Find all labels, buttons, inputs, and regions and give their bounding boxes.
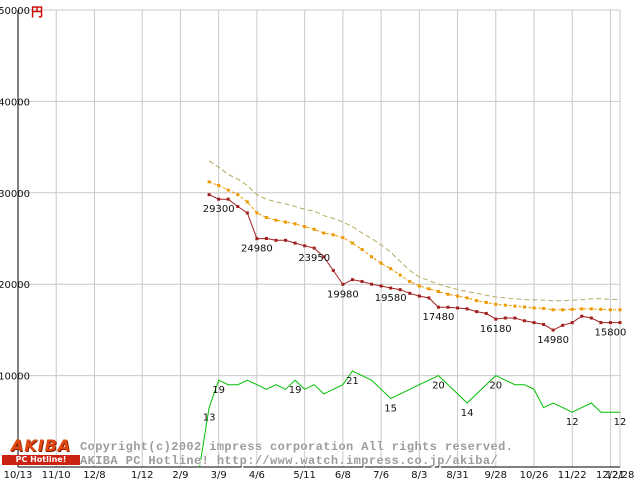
akiba-logo-title: AKIBA: [10, 436, 72, 455]
svg-text:19: 19: [289, 385, 302, 396]
svg-text:24980: 24980: [241, 244, 273, 255]
svg-text:20: 20: [489, 381, 502, 392]
akiba-logo-subtitle: PC Hotline!: [2, 455, 80, 465]
svg-text:14: 14: [461, 408, 474, 419]
svg-text:19580: 19580: [375, 293, 407, 304]
svg-text:10/26: 10/26: [520, 470, 549, 480]
svg-text:15: 15: [384, 403, 397, 414]
svg-text:17480: 17480: [423, 312, 455, 323]
svg-text:10/13: 10/13: [4, 470, 33, 480]
svg-text:20: 20: [432, 381, 445, 392]
svg-text:12/28: 12/28: [606, 470, 635, 480]
copyright-line-1: Copyright(c)2002 impress corporation All…: [80, 440, 514, 454]
svg-text:1/12: 1/12: [131, 470, 153, 480]
svg-text:7/6: 7/6: [373, 470, 389, 480]
svg-text:12/8: 12/8: [83, 470, 105, 480]
y-axis-unit-label: 円: [31, 5, 44, 19]
svg-text:11/22: 11/22: [558, 470, 587, 480]
svg-text:15800: 15800: [595, 328, 627, 339]
akiba-logo: AKIBA PC Hotline!: [2, 438, 80, 465]
svg-text:10000: 10000: [0, 372, 30, 383]
svg-text:50000: 50000: [0, 6, 30, 17]
svg-text:8/3: 8/3: [411, 470, 427, 480]
svg-text:21: 21: [346, 376, 359, 387]
svg-text:5/11: 5/11: [293, 470, 315, 480]
svg-text:9/28: 9/28: [485, 470, 507, 480]
svg-text:11/10: 11/10: [42, 470, 71, 480]
svg-text:40000: 40000: [0, 97, 30, 108]
svg-text:2/9: 2/9: [172, 470, 188, 480]
svg-text:29300: 29300: [203, 204, 235, 215]
svg-text:14980: 14980: [537, 335, 569, 346]
svg-text:3/9: 3/9: [211, 470, 227, 480]
svg-text:6/8: 6/8: [335, 470, 351, 480]
svg-text:30000: 30000: [0, 189, 30, 200]
svg-text:20000: 20000: [0, 280, 30, 291]
svg-text:12: 12: [566, 417, 579, 428]
svg-text:12: 12: [614, 417, 627, 428]
svg-text:8/31: 8/31: [446, 470, 468, 480]
svg-text:12/21: 12/21: [596, 470, 625, 480]
copyright-line-2: AKIBA PC Hotline! http://www.watch.impre…: [80, 454, 499, 468]
svg-text:23950: 23950: [298, 253, 330, 264]
svg-text:4/6: 4/6: [249, 470, 265, 480]
svg-text:16180: 16180: [480, 324, 512, 335]
svg-text:13: 13: [203, 413, 216, 424]
svg-text:19: 19: [212, 385, 225, 396]
svg-text:19980: 19980: [327, 289, 359, 300]
